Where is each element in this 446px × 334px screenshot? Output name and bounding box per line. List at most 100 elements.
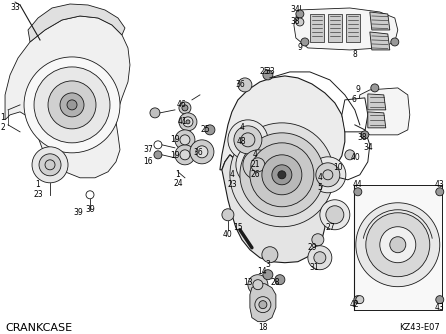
Bar bbox=[354, 185, 442, 310]
Circle shape bbox=[262, 155, 302, 195]
Circle shape bbox=[356, 296, 364, 304]
Circle shape bbox=[436, 296, 444, 304]
Circle shape bbox=[180, 150, 190, 160]
Text: 4: 4 bbox=[230, 170, 234, 179]
Circle shape bbox=[180, 135, 190, 145]
Circle shape bbox=[253, 280, 263, 290]
Circle shape bbox=[251, 158, 265, 172]
Text: 37: 37 bbox=[143, 145, 153, 154]
Text: 42: 42 bbox=[350, 300, 359, 309]
Text: 21: 21 bbox=[250, 160, 260, 169]
Text: 23: 23 bbox=[227, 180, 237, 189]
Circle shape bbox=[230, 123, 334, 227]
Circle shape bbox=[361, 131, 369, 139]
Polygon shape bbox=[370, 32, 390, 50]
Circle shape bbox=[255, 297, 271, 313]
Circle shape bbox=[24, 57, 120, 153]
Text: 36: 36 bbox=[235, 80, 245, 90]
Text: 33: 33 bbox=[10, 3, 20, 12]
Text: 25: 25 bbox=[200, 125, 210, 134]
Circle shape bbox=[243, 150, 273, 180]
Text: 18: 18 bbox=[258, 323, 268, 332]
Circle shape bbox=[278, 171, 286, 179]
Circle shape bbox=[308, 246, 332, 270]
Text: 48: 48 bbox=[237, 137, 247, 146]
Circle shape bbox=[190, 140, 214, 164]
Text: 27: 27 bbox=[325, 223, 334, 232]
Text: 44: 44 bbox=[353, 180, 363, 189]
Text: 6: 6 bbox=[351, 96, 356, 105]
Text: 9: 9 bbox=[297, 43, 302, 52]
Circle shape bbox=[48, 81, 96, 129]
Circle shape bbox=[366, 213, 430, 277]
Text: 9: 9 bbox=[355, 86, 360, 95]
Circle shape bbox=[380, 227, 416, 263]
Text: 40: 40 bbox=[351, 153, 361, 162]
Text: 40: 40 bbox=[223, 230, 233, 239]
Polygon shape bbox=[5, 16, 130, 178]
Circle shape bbox=[323, 170, 333, 180]
Text: 36: 36 bbox=[193, 148, 203, 157]
Circle shape bbox=[314, 252, 326, 264]
Text: 2: 2 bbox=[1, 123, 5, 132]
Circle shape bbox=[301, 38, 309, 46]
Polygon shape bbox=[342, 98, 368, 132]
Polygon shape bbox=[368, 112, 386, 128]
Text: 25: 25 bbox=[259, 67, 268, 76]
Circle shape bbox=[371, 84, 379, 92]
Circle shape bbox=[179, 113, 197, 131]
Polygon shape bbox=[28, 4, 125, 42]
Circle shape bbox=[154, 151, 162, 159]
Text: 1: 1 bbox=[36, 180, 41, 189]
Bar bbox=[310, 14, 324, 42]
Text: 28: 28 bbox=[270, 278, 280, 287]
Circle shape bbox=[326, 206, 344, 224]
Circle shape bbox=[345, 150, 355, 160]
Circle shape bbox=[312, 234, 324, 246]
Circle shape bbox=[154, 141, 162, 149]
Circle shape bbox=[39, 154, 61, 176]
Text: CRANKCASE: CRANKCASE bbox=[5, 323, 72, 333]
Text: 31: 31 bbox=[309, 263, 319, 272]
Text: 33: 33 bbox=[265, 67, 275, 76]
Circle shape bbox=[248, 275, 268, 295]
Circle shape bbox=[296, 10, 304, 18]
Polygon shape bbox=[368, 94, 386, 110]
Circle shape bbox=[45, 160, 55, 170]
Circle shape bbox=[32, 147, 68, 183]
Circle shape bbox=[179, 102, 191, 114]
Polygon shape bbox=[358, 88, 410, 135]
Text: 38: 38 bbox=[357, 133, 367, 142]
Text: 46: 46 bbox=[177, 101, 187, 109]
Text: 1: 1 bbox=[1, 113, 5, 122]
Circle shape bbox=[436, 188, 444, 196]
Text: 19: 19 bbox=[170, 135, 180, 144]
Circle shape bbox=[275, 275, 285, 285]
Text: 5: 5 bbox=[318, 183, 322, 192]
Circle shape bbox=[186, 120, 190, 124]
Text: 4: 4 bbox=[318, 173, 322, 182]
Circle shape bbox=[250, 143, 314, 207]
Circle shape bbox=[228, 120, 268, 160]
Text: 24: 24 bbox=[173, 179, 183, 188]
Text: 39: 39 bbox=[73, 208, 83, 217]
Text: 8: 8 bbox=[352, 50, 357, 59]
Circle shape bbox=[310, 157, 346, 193]
Circle shape bbox=[354, 188, 362, 196]
Circle shape bbox=[183, 117, 193, 127]
Text: 43: 43 bbox=[435, 303, 445, 312]
Circle shape bbox=[259, 301, 267, 309]
Polygon shape bbox=[370, 12, 390, 30]
Circle shape bbox=[241, 133, 255, 147]
Bar bbox=[328, 14, 342, 42]
Polygon shape bbox=[250, 284, 276, 322]
Circle shape bbox=[272, 165, 292, 185]
Text: 19: 19 bbox=[170, 151, 180, 160]
Text: 38: 38 bbox=[290, 17, 300, 26]
Circle shape bbox=[86, 191, 94, 199]
Text: 15: 15 bbox=[233, 223, 243, 232]
Polygon shape bbox=[294, 8, 398, 50]
Circle shape bbox=[34, 67, 110, 143]
Text: 41: 41 bbox=[178, 117, 188, 126]
Text: 43: 43 bbox=[435, 180, 445, 189]
